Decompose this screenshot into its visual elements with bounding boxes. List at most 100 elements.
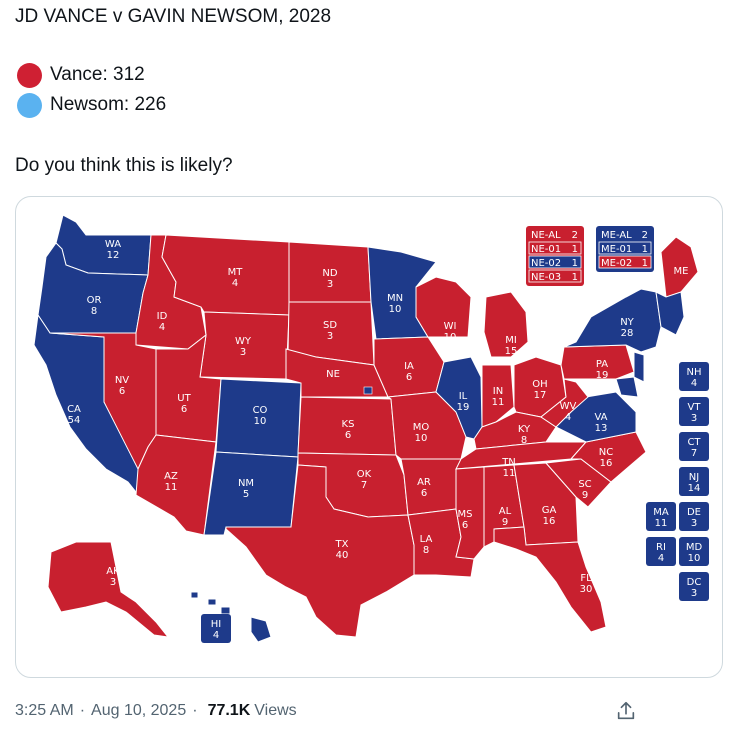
state-label-nm: NM xyxy=(238,478,254,489)
me-district-label: ME-01 xyxy=(601,244,632,255)
state-label-ut: UT xyxy=(177,393,191,404)
state-label-id: ID xyxy=(157,311,168,322)
small-state-box-nj xyxy=(679,467,709,496)
state-ev-ar: 6 xyxy=(421,488,427,499)
state-ev-id: 4 xyxy=(159,322,165,333)
state-ev-or: 8 xyxy=(91,306,97,317)
state-ev-wv: 4 xyxy=(565,412,571,423)
state-ev-sd: 3 xyxy=(327,331,333,342)
state-label-co: CO xyxy=(253,405,268,416)
post-time[interactable]: 3:25 AM xyxy=(15,702,74,719)
state-ev-nm: 5 xyxy=(243,489,249,500)
small-state-box-dc xyxy=(679,572,709,601)
state-ev-ga: 16 xyxy=(543,516,556,527)
map-image[interactable]: WA 12 OR 8 CA 54 ID 4 NV 6 MT 4 WY 3 UT 6 AZ 11 CO 10 NM 5 ND 3… xyxy=(15,196,723,678)
state-ev-mt: 4 xyxy=(232,278,238,289)
me-district-label: ME-02 xyxy=(601,258,632,269)
small-state-box-ma xyxy=(646,502,676,531)
state-ev-hi: 4 xyxy=(213,630,219,641)
state-label-va: VA xyxy=(594,412,607,423)
state-label-mt: MT xyxy=(228,267,244,278)
ne-district-ev: 2 xyxy=(572,230,578,241)
state-shape-ne xyxy=(285,348,389,398)
state-shape-hi1 xyxy=(190,591,199,599)
post-date[interactable]: Aug 10, 2025 xyxy=(91,702,187,719)
state-shape-wi xyxy=(415,276,472,338)
small-state-label-nh: NH xyxy=(687,367,702,378)
state-shape-nm xyxy=(203,451,299,536)
state-shape-tx xyxy=(225,464,415,638)
state-ev-nv: 6 xyxy=(119,386,125,397)
small-state-label-nj: NJ xyxy=(689,472,699,483)
ne-district-row xyxy=(528,255,582,269)
state-label-nd: ND xyxy=(322,268,337,279)
me-district-ev: 2 xyxy=(642,230,648,241)
small-state-ev-de: 3 xyxy=(691,518,697,529)
separator-dot: · xyxy=(192,702,198,719)
state-label-pa: PA xyxy=(596,359,608,370)
state-label-ok: OK xyxy=(357,469,372,480)
state-ev-wa: 12 xyxy=(107,250,120,261)
state-label-al: AL xyxy=(499,506,512,517)
small-state-label-de: DE xyxy=(687,507,701,518)
legend-vance: Vance: 312 xyxy=(15,62,145,88)
state-label-ga: GA xyxy=(542,505,557,516)
state-label-nv: NV xyxy=(115,375,129,386)
small-state-label-ma: MA xyxy=(653,507,669,518)
me-district-row xyxy=(598,255,652,269)
state-shape-in xyxy=(481,364,515,428)
ne-district-label: NE-02 xyxy=(531,258,561,269)
state-shape-ny xyxy=(563,288,662,353)
state-shape-fl xyxy=(493,526,607,633)
me-district-ev: 1 xyxy=(642,244,648,255)
state-ev-pa: 19 xyxy=(596,370,609,381)
state-label-hi: HI xyxy=(211,619,221,630)
ne-district-label: NE-AL xyxy=(531,230,561,241)
small-state-ev-dc: 3 xyxy=(691,588,697,599)
state-ev-az: 11 xyxy=(165,482,178,493)
state-label-wv: WV xyxy=(560,401,577,412)
state-ev-ca: 54 xyxy=(68,415,81,426)
separator-dot: · xyxy=(79,702,86,719)
state-shape-wa xyxy=(55,214,152,276)
state-ev-al: 9 xyxy=(502,517,508,528)
legend-newsom-label: Newsom: 226 xyxy=(50,94,167,115)
state-ev-wy: 3 xyxy=(240,347,246,358)
electoral-map: WA12OR8CA54ID4NV6MT4WY3UT6AZ11CO10NM5ND3… xyxy=(33,214,709,643)
state-ev-mo: 10 xyxy=(415,433,428,444)
state-label-wa: WA xyxy=(105,239,121,250)
small-state-label-ct: CT xyxy=(687,437,701,448)
state-ev-wi: 10 xyxy=(444,332,457,343)
state-label-tx: TX xyxy=(335,539,349,550)
legend-newsom: Newsom: 226 xyxy=(15,92,166,118)
views-count[interactable]: 77.1K xyxy=(207,702,251,719)
state-ev-tn: 11 xyxy=(503,468,516,479)
state-ev-oh: 17 xyxy=(534,390,547,401)
state-label-wi: WI xyxy=(444,321,457,332)
me-district-row xyxy=(598,241,652,255)
small-state-ev-ri: 4 xyxy=(658,553,664,564)
state-shape-mi xyxy=(483,291,529,358)
state-box-hi xyxy=(201,614,231,643)
small-state-box-ct xyxy=(679,432,709,461)
small-state-box-vt xyxy=(679,397,709,426)
state-ev-nd: 3 xyxy=(327,279,333,290)
state-shape-az xyxy=(135,434,217,536)
state-shape-hi4 xyxy=(250,616,272,643)
state-label-or: OR xyxy=(87,295,102,306)
state-ev-nc: 16 xyxy=(600,458,613,469)
state-label-ms: MS xyxy=(458,509,473,520)
state-label-me: ME xyxy=(674,266,689,277)
legend-vance-label: Vance: 312 xyxy=(50,64,145,85)
ne-district-ev: 1 xyxy=(572,244,578,255)
state-label-mi: MI xyxy=(505,335,517,346)
state-label-nc: NC xyxy=(599,447,613,458)
state-ev-va: 13 xyxy=(595,423,608,434)
small-state-ev-ma: 11 xyxy=(655,518,668,529)
views-label: Views xyxy=(254,702,297,719)
state-label-ny: NY xyxy=(620,317,634,328)
share-icon[interactable] xyxy=(615,700,637,722)
state-shape-mdde xyxy=(615,376,639,398)
small-state-box-md xyxy=(679,537,709,566)
state-shape-ak xyxy=(47,541,170,638)
